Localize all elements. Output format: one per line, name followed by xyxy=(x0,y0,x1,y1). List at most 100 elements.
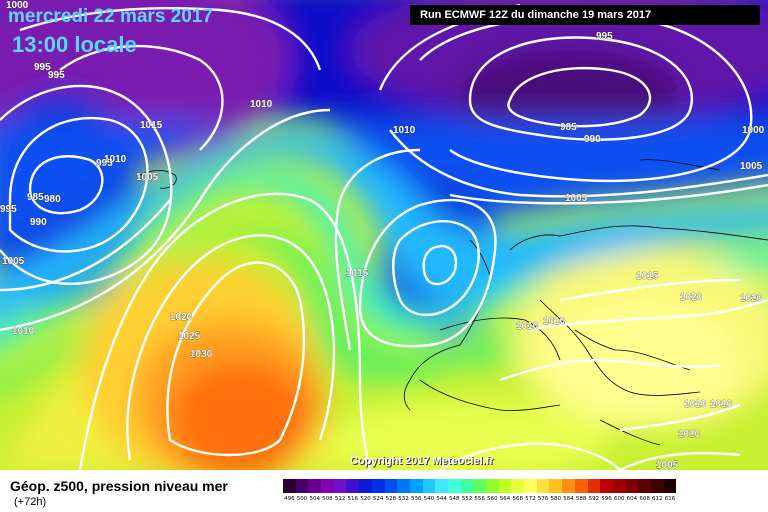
scale-swatch xyxy=(473,479,486,493)
scale-tick-label: 596 xyxy=(601,496,612,502)
scale-swatch xyxy=(295,479,309,493)
isobar-label: 1010 xyxy=(393,125,416,136)
copyright-text: Copyright 2017 Meteociel.fr xyxy=(350,455,494,467)
isobar-label: 990 xyxy=(30,217,47,228)
scale-swatch xyxy=(498,479,512,493)
scale-swatch xyxy=(536,479,550,493)
scale-swatch xyxy=(486,479,499,493)
isobar-label: 1000 xyxy=(6,0,29,11)
isobar-label: 1010 xyxy=(104,154,127,165)
isobar-label: 1005 xyxy=(656,460,679,470)
model-run-label: Run ECMWF 12Z du dimanche 19 mars 2017 xyxy=(410,5,760,25)
scale-swatch xyxy=(600,479,613,493)
scale-tick-label: 520 xyxy=(360,496,371,502)
isobar-label: 1010 xyxy=(684,399,707,410)
scale-swatch xyxy=(574,479,588,493)
forecast-date: mercredi 22 mars 2017 xyxy=(8,6,213,27)
isobar-label: 1025 xyxy=(178,331,201,342)
scale-swatch xyxy=(460,479,474,493)
isobar-label: 985 xyxy=(27,192,44,203)
scale-swatch xyxy=(587,479,601,493)
scale-swatch xyxy=(549,479,563,493)
scale-tick-label: 584 xyxy=(563,496,574,502)
scale-tick-label: 528 xyxy=(385,496,397,502)
isobar-label: 1005 xyxy=(2,256,25,267)
isobar-label: 995 xyxy=(48,70,65,81)
isobar-label: 995 xyxy=(596,31,613,42)
scale-tick-label: 544 xyxy=(436,496,447,502)
forecast-time: 13:00 locale xyxy=(12,32,137,57)
isobar-label: 1005 xyxy=(136,172,159,183)
scale-swatch xyxy=(397,479,410,493)
isobar-label: 1015 xyxy=(346,268,369,279)
scale-tick-label: 616 xyxy=(664,496,676,502)
scale-tick-label: 516 xyxy=(347,496,359,502)
scale-tick-label: 588 xyxy=(575,496,587,502)
isobar-label: 1020 xyxy=(170,312,193,323)
scale-swatch xyxy=(562,479,575,493)
scale-tick-label: 500 xyxy=(296,496,308,502)
scale-tick-label: 600 xyxy=(613,496,625,502)
isobar-label: 1010 xyxy=(12,326,35,337)
variable-title: Géop. z500, pression niveau mer xyxy=(10,478,228,494)
scale-swatch xyxy=(435,479,448,493)
scale-tick-label: 592 xyxy=(588,496,600,502)
scale-tick-label: 612 xyxy=(652,496,663,502)
geopotential-map: 1000 995 995 1010 1015 995 1010 985 980 … xyxy=(0,0,768,470)
isobar-label: 1005 xyxy=(565,193,588,204)
scale-tick-label: 572 xyxy=(525,496,536,502)
scale-tick-label: 508 xyxy=(322,496,333,502)
scale-tick-label: 604 xyxy=(626,496,638,502)
scale-tick-label: 568 xyxy=(512,496,523,502)
scale-tick-label: 552 xyxy=(461,496,473,502)
isobar-label: 1015 xyxy=(140,120,163,131)
scale-tick-label: 556 xyxy=(474,496,485,502)
scale-swatch xyxy=(346,479,360,493)
isobar-label: 1020 xyxy=(680,292,703,303)
scale-swatch xyxy=(409,479,423,493)
scale-swatch xyxy=(333,479,347,493)
isobar-labels: 1000 995 995 1010 1015 995 1010 985 980 … xyxy=(0,0,765,470)
scale-swatch xyxy=(308,479,322,493)
isobar-label: 995 xyxy=(34,62,51,73)
scale-tick-label: 576 xyxy=(537,496,549,502)
scale-swatch xyxy=(359,479,372,493)
scale-swatch xyxy=(524,479,537,493)
isobar-label: 980 xyxy=(44,194,61,205)
scale-swatch xyxy=(663,479,677,493)
scale-tick-label: 548 xyxy=(449,496,460,502)
scale-swatch xyxy=(650,479,664,493)
scale-swatch xyxy=(371,479,385,493)
isobar-label: 1020 xyxy=(740,293,763,304)
scale-tick-label: 564 xyxy=(499,496,511,502)
scale-swatch xyxy=(612,479,626,493)
scale-swatch xyxy=(283,479,296,493)
isobar-label: 1010 xyxy=(678,429,701,440)
isobar-label: 1010 xyxy=(516,321,539,332)
lead-time: (+72h) xyxy=(14,496,47,508)
scale-tick-label: 532 xyxy=(398,496,409,502)
isobar-label: 990 xyxy=(584,134,601,145)
scale-tick-label: 608 xyxy=(639,496,650,502)
color-scale-labels: 496 500 504 508 512 516 520 524 528 532 536 540 544 5… xyxy=(283,496,676,508)
scale-swatch xyxy=(625,479,639,493)
scale-swatch xyxy=(447,479,461,493)
color-scale xyxy=(283,479,677,493)
isobar-label: 1015 xyxy=(636,271,659,282)
scale-tick-label: 560 xyxy=(487,496,498,502)
scale-swatch xyxy=(638,479,651,493)
coastlines xyxy=(139,159,768,446)
isobar-label: 1010 xyxy=(543,316,566,327)
scale-swatch xyxy=(422,479,436,493)
scale-swatch xyxy=(511,479,525,493)
isobar-label: 995 xyxy=(0,204,17,215)
isobar-label: 985 xyxy=(560,122,577,133)
isobar-label: 995 xyxy=(96,158,113,169)
scale-tick-label: 512 xyxy=(334,496,346,502)
scale-tick-label: 504 xyxy=(309,496,320,502)
scale-swatch xyxy=(384,479,398,493)
scale-tick-label: 580 xyxy=(550,496,562,502)
scale-tick-label: 536 xyxy=(410,496,422,502)
scale-swatch xyxy=(321,479,334,493)
isobar-label: 1030 xyxy=(190,349,213,360)
